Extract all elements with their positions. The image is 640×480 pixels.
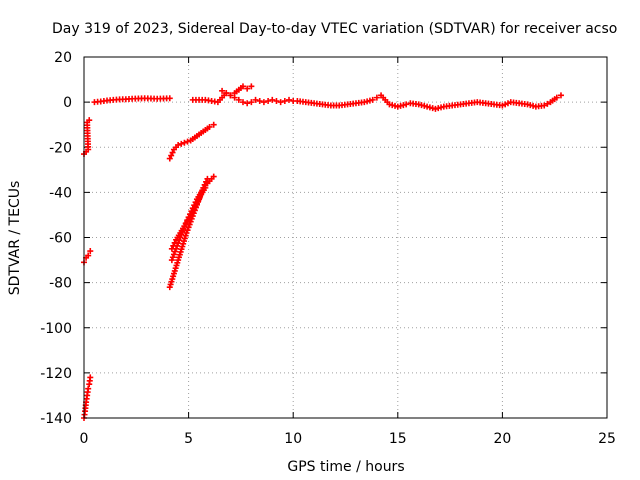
data-point bbox=[239, 83, 246, 90]
data-point bbox=[369, 96, 376, 103]
data-point bbox=[248, 99, 255, 106]
data-point bbox=[403, 101, 410, 108]
data-point bbox=[184, 227, 191, 234]
data-point bbox=[227, 92, 234, 99]
data-point bbox=[252, 96, 259, 103]
x-tick-label: 20 bbox=[493, 431, 511, 447]
y-tick-label: -80 bbox=[49, 276, 72, 292]
data-point bbox=[273, 97, 280, 104]
data-point bbox=[166, 95, 173, 102]
x-tick-label: 10 bbox=[284, 431, 302, 447]
y-tick-label: -140 bbox=[40, 411, 72, 427]
x-axis-label: GPS time / hours bbox=[287, 459, 404, 475]
data-point bbox=[168, 245, 175, 252]
x-tick-label: 0 bbox=[80, 431, 89, 447]
data-point bbox=[87, 248, 94, 255]
data-point bbox=[286, 96, 293, 103]
data-point bbox=[169, 149, 176, 156]
data-point bbox=[168, 257, 175, 264]
data-point bbox=[191, 206, 198, 213]
data-point bbox=[235, 96, 242, 103]
data-point bbox=[85, 385, 92, 392]
data-point bbox=[202, 184, 209, 191]
chart-title: Day 319 of 2023, Sidereal Day-to-day VTE… bbox=[52, 21, 617, 37]
data-point bbox=[210, 121, 217, 128]
data-point bbox=[181, 139, 188, 146]
data-point bbox=[170, 251, 177, 258]
data-point bbox=[223, 90, 230, 97]
data-point bbox=[265, 97, 272, 104]
data-point bbox=[260, 99, 267, 106]
data-point bbox=[169, 254, 176, 261]
data-point bbox=[86, 117, 93, 124]
data-point bbox=[171, 239, 178, 246]
data-point bbox=[210, 173, 217, 180]
y-tick-label: 20 bbox=[54, 50, 72, 66]
data-point bbox=[185, 224, 192, 231]
y-tick-label: -120 bbox=[40, 366, 72, 382]
data-point bbox=[195, 197, 202, 204]
data-point bbox=[244, 85, 251, 92]
data-point bbox=[183, 229, 190, 236]
grid-lines bbox=[84, 57, 607, 418]
data-point bbox=[178, 140, 185, 147]
data-point bbox=[206, 123, 213, 130]
data-point bbox=[166, 155, 173, 162]
y-tick-label: -40 bbox=[49, 185, 72, 201]
y-tick-label: -20 bbox=[49, 140, 72, 156]
x-tick-label: 5 bbox=[184, 431, 193, 447]
data-point bbox=[184, 138, 191, 145]
data-point bbox=[196, 194, 203, 201]
data-point bbox=[193, 200, 200, 207]
tick-labels: 0 5 10 15 20 25 -140 -120 -100 -80 -60 -40 -20 0 20 bbox=[40, 50, 616, 447]
data-point bbox=[172, 248, 179, 255]
data-point bbox=[219, 87, 226, 94]
data-point bbox=[544, 100, 551, 107]
data-point bbox=[281, 97, 288, 104]
data-point bbox=[269, 96, 276, 103]
data-point bbox=[239, 99, 246, 106]
data-points bbox=[81, 83, 564, 421]
y-axis-label: SDTVAR / TECUs bbox=[7, 181, 23, 296]
data-point bbox=[256, 97, 263, 104]
data-point bbox=[541, 102, 548, 109]
y-tick-label: 0 bbox=[63, 95, 72, 111]
data-point bbox=[85, 252, 92, 259]
data-point bbox=[553, 94, 560, 101]
data-point bbox=[168, 152, 175, 159]
data-point bbox=[87, 374, 94, 381]
data-point bbox=[277, 99, 284, 106]
y-tick-label: -60 bbox=[49, 231, 72, 247]
data-point bbox=[170, 242, 177, 249]
x-tick-label: 15 bbox=[389, 431, 407, 447]
data-point bbox=[248, 83, 255, 90]
data-point bbox=[373, 94, 380, 101]
data-point bbox=[175, 141, 182, 148]
data-point bbox=[244, 100, 251, 107]
y-tick-label: -100 bbox=[40, 321, 72, 337]
x-tick-label: 25 bbox=[598, 431, 616, 447]
data-point bbox=[557, 92, 564, 99]
plot-frame bbox=[83, 56, 608, 419]
data-point bbox=[192, 203, 199, 210]
data-point bbox=[189, 209, 196, 216]
